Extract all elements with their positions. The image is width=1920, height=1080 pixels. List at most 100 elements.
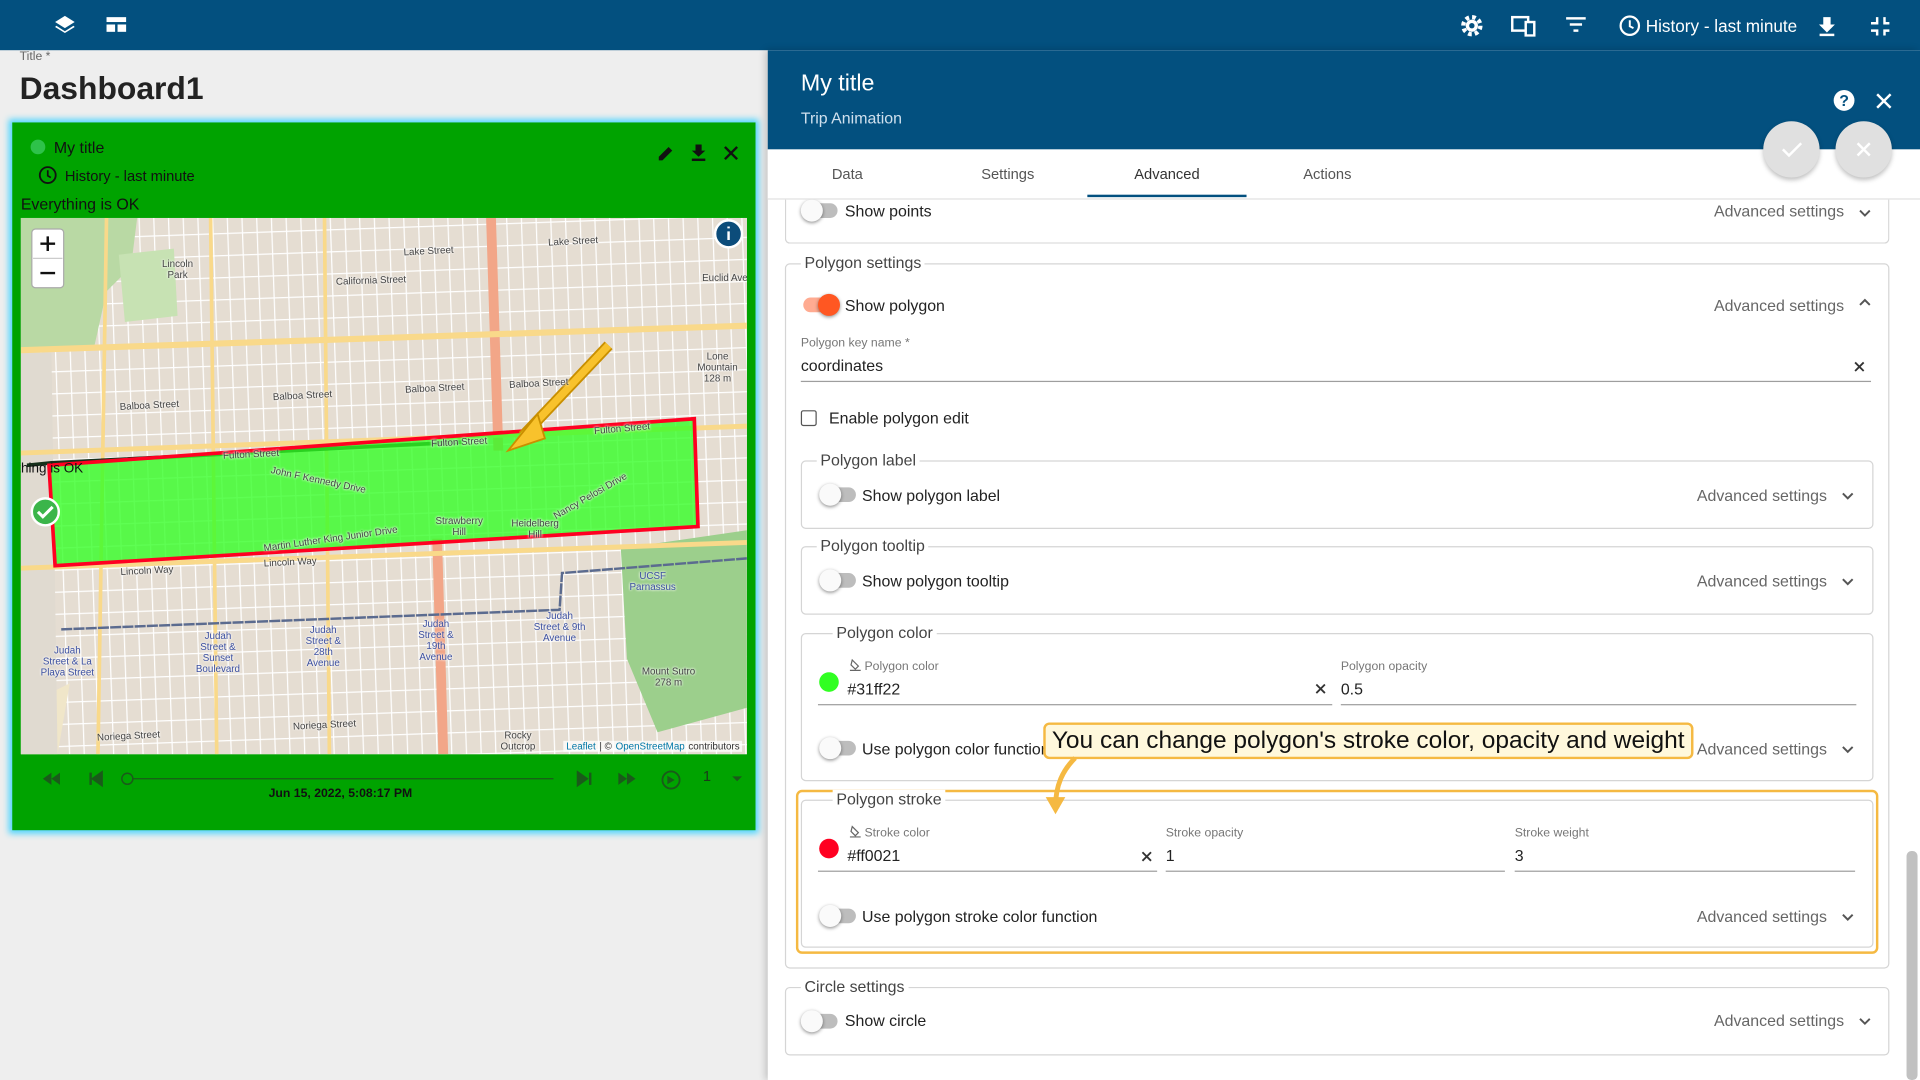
- panel-subtitle: Trip Animation: [800, 108, 902, 128]
- toggle[interactable]: [819, 483, 856, 506]
- settings-panel: [767, 50, 1920, 1080]
- field-value[interactable]: #ff0021: [847, 846, 901, 865]
- polygon-stroke-group: Polygon stroke: [800, 789, 1874, 948]
- apply-button[interactable]: [1763, 121, 1820, 178]
- layers-icon[interactable]: [53, 13, 77, 37]
- map-label: Judah Street & 28th Avenue: [305, 624, 341, 669]
- chevron[interactable]: [1840, 913, 1855, 923]
- download-icon[interactable]: [1817, 15, 1837, 37]
- hint-pointer: [1045, 756, 1077, 815]
- polygon[interactable]: [47, 416, 700, 568]
- chevron[interactable]: [1858, 209, 1873, 219]
- decline-button[interactable]: [1835, 121, 1892, 178]
- widget-timewindow: History - last minute: [64, 167, 195, 185]
- tabs: [767, 149, 1920, 200]
- field-value[interactable]: 1: [1165, 846, 1175, 865]
- group-title: Polygon tooltip: [816, 536, 929, 555]
- map-label: Heidelberg Hill: [511, 517, 559, 540]
- chevron[interactable]: [1840, 746, 1855, 756]
- edit-icon[interactable]: [658, 144, 675, 161]
- toggle[interactable]: [819, 569, 856, 592]
- advanced-settings[interactable]: Advanced settings: [1713, 296, 1845, 315]
- polygon-tooltip-group: Polygon tooltip: [800, 536, 1874, 615]
- widget-close-icon[interactable]: [724, 146, 739, 161]
- osm-link[interactable]: OpenStreetMap: [615, 740, 685, 752]
- field-label: Polygon color: [864, 660, 939, 674]
- field-label: Stroke weight: [1514, 826, 1589, 840]
- rewind[interactable]: [42, 772, 60, 785]
- fullscreen-exit-icon[interactable]: [1870, 16, 1890, 36]
- toggle-label: Show circle: [844, 1011, 927, 1030]
- field-underline: [1340, 704, 1857, 706]
- toggle[interactable]: [819, 904, 856, 927]
- field-underline: [800, 380, 1872, 383]
- field-underline: [817, 870, 1158, 872]
- panel-close-icon[interactable]: [1876, 93, 1892, 109]
- advanced-settings[interactable]: Advanced settings: [1696, 739, 1827, 758]
- chevron[interactable]: [1840, 578, 1855, 588]
- widget-icon: [30, 139, 46, 155]
- chevron[interactable]: [1858, 1018, 1873, 1028]
- map-label: Judah Street & 19th Avenue: [418, 618, 454, 663]
- toggle-label: Show polygon: [844, 296, 945, 315]
- clock-icon[interactable]: [1619, 15, 1641, 37]
- settings-content: Show points Advanced settings Polygon se…: [768, 199, 1920, 1080]
- tab[interactable]: Actions: [1303, 165, 1352, 183]
- tab[interactable]: Settings: [981, 165, 1035, 183]
- advanced-settings[interactable]: Advanced settings: [1696, 486, 1827, 505]
- color-swatch[interactable]: [819, 838, 839, 859]
- toggle-on[interactable]: [803, 293, 841, 316]
- toggle-label: Use polygon color function: [862, 739, 1050, 758]
- field-value[interactable]: coordinates: [800, 356, 884, 375]
- field-underline: [1514, 870, 1856, 872]
- advanced-settings[interactable]: Advanced settings: [1696, 571, 1827, 591]
- polygon-label-group: Polygon label: [800, 450, 1874, 529]
- toggle[interactable]: [800, 1010, 838, 1033]
- clear-icon[interactable]: [1141, 851, 1152, 862]
- chevron[interactable]: [1840, 492, 1855, 502]
- player-controls: [42, 770, 743, 790]
- dashboards-icon[interactable]: [105, 15, 127, 35]
- advanced-settings[interactable]: Advanced settings: [1713, 1011, 1845, 1030]
- clear-icon[interactable]: [1315, 683, 1326, 694]
- tab[interactable]: Data: [831, 165, 863, 183]
- filter-icon[interactable]: [1565, 16, 1587, 33]
- chevron-up[interactable]: [1858, 298, 1873, 308]
- field-value[interactable]: #31ff22: [847, 679, 901, 698]
- toggle-label: Show polygon label: [862, 486, 1001, 505]
- marker[interactable]: [30, 497, 60, 527]
- field-value[interactable]: 3: [1514, 846, 1524, 865]
- tab-indicator: [1087, 194, 1247, 198]
- circle-settings: Circle settings: [784, 977, 1890, 1056]
- widget-download-icon[interactable]: [691, 143, 707, 162]
- tab-active[interactable]: Advanced: [1134, 165, 1200, 183]
- palette-icon: [849, 825, 861, 838]
- panel-header: [767, 50, 1920, 150]
- dashboard-title[interactable]: Dashboard1: [19, 69, 204, 107]
- leaflet-link[interactable]: Leaflet: [566, 740, 596, 752]
- clear-icon[interactable]: [1854, 361, 1865, 372]
- toggle-label: Use polygon stroke color function: [862, 907, 1098, 926]
- checkbox[interactable]: [800, 410, 817, 427]
- timewindow-label[interactable]: History - last minute: [1645, 15, 1798, 36]
- field-label: Polygon opacity: [1340, 660, 1428, 674]
- layout-icon[interactable]: [1511, 15, 1536, 37]
- scrollbar-thumb[interactable]: [1906, 851, 1918, 1080]
- speed-value[interactable]: 1: [702, 767, 712, 785]
- timestamp: Jun 15, 2022, 5:08:17 PM: [268, 787, 413, 801]
- hint-callout: You can change polygon's stroke color, o…: [1043, 722, 1694, 760]
- help-icon[interactable]: ?: [1833, 89, 1855, 111]
- group-title: Polygon label: [816, 450, 920, 469]
- advanced-settings[interactable]: Advanced settings: [1696, 907, 1827, 926]
- toggle[interactable]: [800, 199, 838, 222]
- group-title: Polygon stroke: [832, 789, 946, 809]
- field-value[interactable]: 0.5: [1340, 679, 1363, 698]
- color-swatch[interactable]: [819, 672, 839, 692]
- advanced-settings[interactable]: Advanced settings: [1713, 202, 1845, 221]
- settings-icon[interactable]: [1460, 13, 1484, 37]
- toggle[interactable]: [819, 737, 856, 760]
- field-label: Stroke opacity: [1165, 826, 1244, 840]
